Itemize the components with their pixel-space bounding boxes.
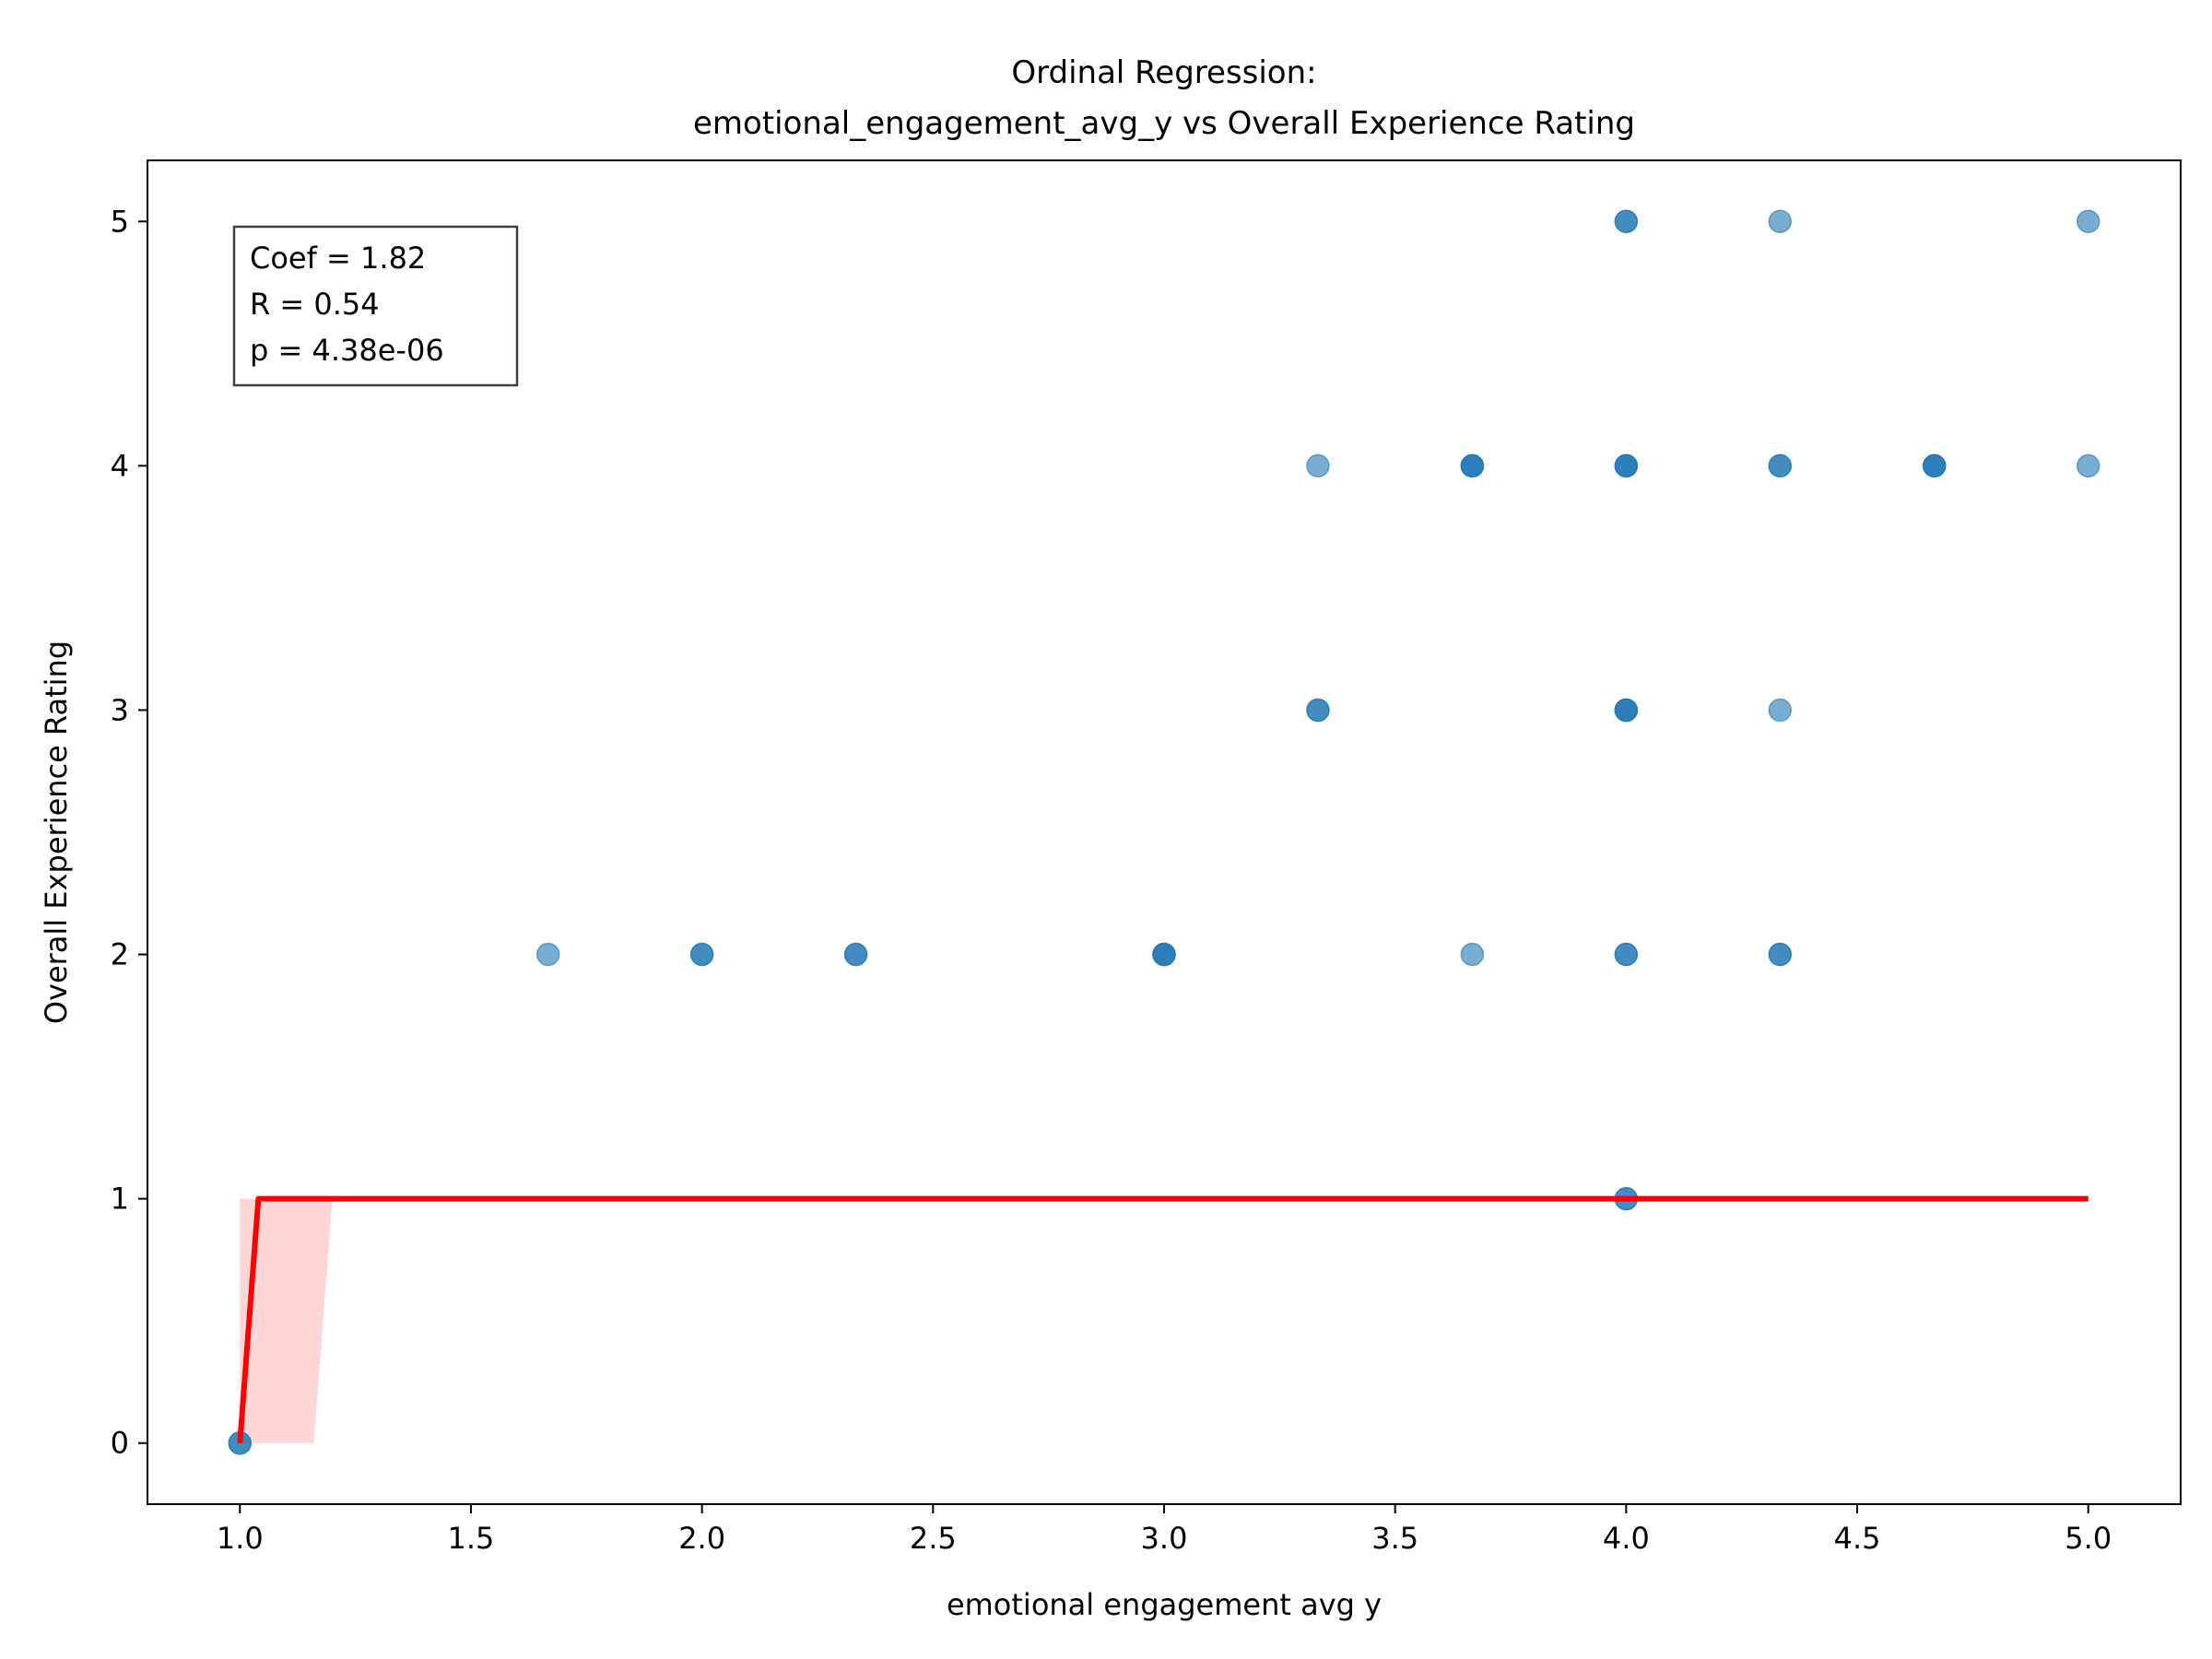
x-tick-label: 5.0 (2065, 1521, 2112, 1556)
scatter-point (1614, 698, 1639, 723)
x-tick-label: 1.0 (217, 1521, 264, 1556)
y-tick-label: 4 (111, 448, 129, 483)
scatter-point (1614, 942, 1639, 967)
scatter-point (2076, 453, 2100, 478)
x-tick-label: 3.5 (1371, 1521, 1418, 1556)
x-tick-label: 4.0 (1603, 1521, 1650, 1556)
y-tick-label: 0 (111, 1426, 129, 1461)
scatter-point (1768, 453, 1793, 478)
scatter-point (1460, 453, 1485, 478)
scatter-point (535, 942, 560, 967)
scatter-point (1768, 942, 1793, 967)
scatter-point (2076, 209, 2100, 234)
stats-box-frame (232, 225, 519, 387)
stats-p: p = 4.38e-06 (250, 333, 444, 368)
confidence-band-layer (240, 1198, 333, 1443)
scatter-point (689, 942, 714, 967)
scatter-point (1614, 209, 1639, 234)
chart-title-line-1: Ordinal Regression: (1011, 54, 1316, 91)
scatter-point (843, 942, 868, 967)
x-tick-label: 1.5 (448, 1521, 495, 1556)
y-axis-label: Overall Experience Rating (39, 641, 74, 1024)
x-tick-label: 2.5 (910, 1521, 957, 1556)
scatter-point (1923, 453, 1947, 478)
scatter-point (1306, 698, 1330, 723)
points-layer (228, 209, 2100, 1455)
y-tick-label: 2 (111, 937, 129, 972)
chart-title-line-2: emotional_engagement_avg_y vs Overall Ex… (693, 105, 1635, 142)
x-axis: 1.0 1.5 2.0 2.5 3.0 3.5 4.0 4.5 5.0 (217, 1504, 2112, 1556)
scatter-point (1614, 453, 1639, 478)
scatter-point (1306, 453, 1330, 478)
fit-line-layer (237, 1195, 2088, 1443)
scatter-point (1460, 942, 1485, 967)
x-tick-label: 4.5 (1834, 1521, 1881, 1556)
scatter-point (1768, 209, 1793, 234)
confidence-band (240, 1198, 333, 1443)
scatter-point (1152, 942, 1176, 967)
x-tick-label: 2.0 (678, 1521, 725, 1556)
stats-box: Coef = 1.82 R = 0.54 p = 4.38e-06 (232, 225, 519, 387)
stats-coef: Coef = 1.82 (250, 241, 426, 276)
y-tick-label: 1 (111, 1182, 129, 1217)
y-axis: 0 1 2 3 4 5 (111, 204, 147, 1461)
stats-r: R = 0.54 (250, 287, 380, 322)
scatter-point (1768, 698, 1793, 723)
y-tick-label: 5 (111, 204, 129, 239)
y-tick-label: 3 (111, 692, 129, 727)
x-tick-label: 3.0 (1141, 1521, 1188, 1556)
fit-line (237, 1195, 2088, 1443)
x-axis-label: emotional engagement avg y (947, 1587, 1382, 1622)
